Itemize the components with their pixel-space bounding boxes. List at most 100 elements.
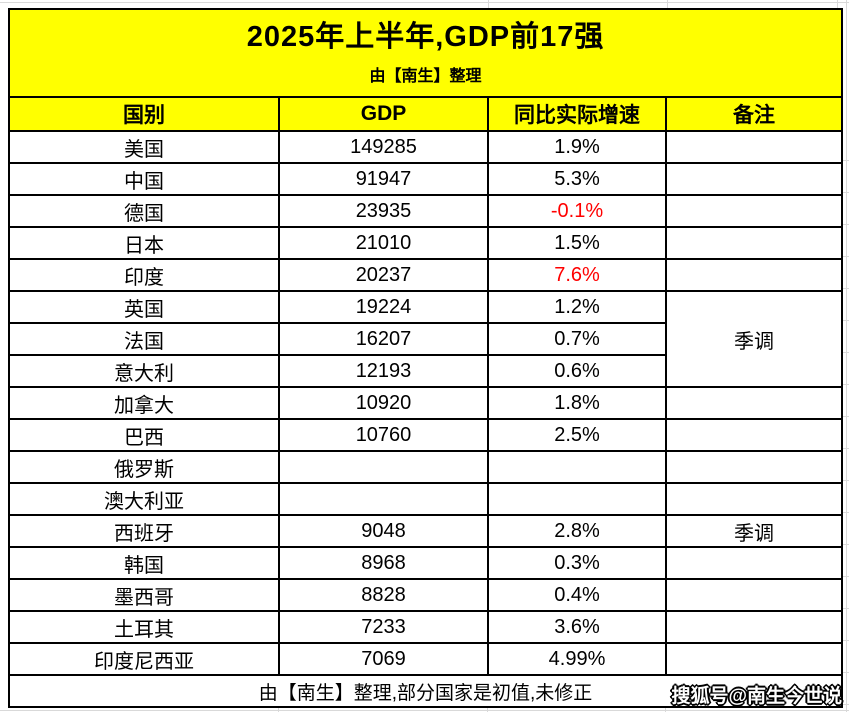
gdp-cell: 9048: [278, 514, 489, 548]
gdp-cell: 7233: [278, 610, 489, 644]
gdp-cell: 12193: [278, 354, 489, 388]
table-row: 印度尼西亚 7069 4.99%: [8, 642, 844, 676]
gdp-cell: 21010: [278, 226, 489, 260]
note-cell: [664, 546, 844, 580]
growth-cell: [487, 482, 667, 516]
table-row: 法国 16207 0.7%: [8, 322, 842, 356]
country-cell: 韩国: [8, 546, 280, 580]
gdp-cell: 10760: [278, 418, 489, 452]
spreadsheet-gridline: [841, 129, 849, 707]
gdp-cell: 8828: [278, 578, 489, 612]
spreadsheet-gridline: [0, 710, 849, 711]
note-cell: [664, 386, 844, 420]
note-cell: [664, 194, 844, 228]
spreadsheet-gridline: [0, 2, 849, 3]
country-cell: 印度尼西亚: [8, 642, 280, 676]
country-cell: 美国: [8, 130, 280, 164]
country-cell: 中国: [8, 162, 280, 196]
page-subtitle: 由【南生】整理: [369, 67, 482, 85]
country-cell: 俄罗斯: [8, 450, 280, 484]
country-cell: 加拿大: [8, 386, 280, 420]
table-row: 加拿大 10920 1.8%: [8, 386, 844, 420]
watermark: 搜狐号@南生今世说: [671, 686, 842, 707]
gdp-ranking-table: 2025年上半年,GDP前17强 由【南生】整理 国别 GDP 同比实际增速 备…: [7, 8, 844, 708]
gdp-cell: [278, 450, 489, 484]
country-cell: 澳大利亚: [8, 482, 280, 516]
gdp-cell: [278, 482, 489, 516]
gdp-cell: 20237: [278, 258, 489, 292]
table-row: 墨西哥 8828 0.4%: [8, 578, 844, 612]
spreadsheet-gridline: [837, 0, 838, 8]
note-cell: 季调: [664, 290, 844, 388]
note-cell: [664, 258, 844, 292]
table-row: 英国 19224 1.2% 季调: [8, 290, 844, 388]
country-cell: 日本: [8, 226, 280, 260]
note-cell: [664, 642, 844, 676]
column-header-country: 国别: [8, 96, 280, 132]
note-cell: [664, 418, 844, 452]
table-body: 美国 149285 1.9% 中国 91947 5.3% 德国 23935 -0.1% 日本 210…: [8, 130, 844, 676]
title-cell: 2025年上半年,GDP前17强 由【南生】整理: [7, 8, 844, 98]
table-row: 德国 23935 -0.1%: [8, 194, 844, 228]
table-row: 西班牙 9048 2.8% 季调: [8, 514, 844, 548]
gdp-cell: 23935: [278, 194, 489, 228]
table-row: 日本 21010 1.5%: [8, 226, 844, 260]
gdp-cell: 19224: [278, 290, 489, 324]
growth-cell: 2.8%: [487, 514, 667, 548]
gdp-cell: 10920: [278, 386, 489, 420]
country-cell: 土耳其: [8, 610, 280, 644]
growth-cell: 0.6%: [487, 354, 667, 388]
country-cell: 德国: [8, 194, 280, 228]
growth-cell: 1.8%: [487, 386, 667, 420]
growth-cell: 5.3%: [487, 162, 667, 196]
growth-cell: -0.1%: [487, 194, 667, 228]
growth-cell: 2.5%: [487, 418, 667, 452]
country-cell: 巴西: [8, 418, 280, 452]
table-row: 意大利 12193 0.6%: [8, 354, 842, 388]
footer-note: 由【南生】整理,部分国家是初值,未修正: [7, 674, 844, 708]
note-cell: [664, 610, 844, 644]
column-header-note: 备注: [664, 96, 844, 132]
table-row: 澳大利亚: [8, 482, 844, 516]
growth-cell: 4.99%: [487, 642, 667, 676]
country-cell: 印度: [8, 258, 280, 292]
page-title: 2025年上半年,GDP前17强: [246, 21, 605, 54]
spreadsheet-gridline: [278, 706, 279, 712]
title-row: 2025年上半年,GDP前17强 由【南生】整理: [7, 8, 844, 98]
column-header-gdp: GDP: [278, 96, 489, 132]
gdp-cell: 16207: [278, 322, 489, 356]
note-cell: [664, 578, 844, 612]
country-cell: 意大利: [8, 354, 280, 388]
country-cell: 英国: [8, 290, 280, 324]
table-row: 印度 20237 7.6%: [8, 258, 844, 292]
column-header-row: 国别 GDP 同比实际增速 备注: [8, 96, 844, 132]
growth-cell: [487, 450, 667, 484]
spreadsheet-gridline: [667, 0, 668, 8]
gdp-cell: 7069: [278, 642, 489, 676]
growth-cell: 0.7%: [487, 322, 667, 356]
growth-cell: 0.3%: [487, 546, 667, 580]
table-row: 俄罗斯: [8, 450, 844, 484]
growth-cell: 1.9%: [487, 130, 667, 164]
column-header-growth: 同比实际增速: [487, 96, 667, 132]
growth-cell: 7.6%: [487, 258, 667, 292]
footer-row: 由【南生】整理,部分国家是初值,未修正: [7, 674, 844, 708]
spreadsheet-gridline: [488, 0, 489, 8]
gdp-cell: 91947: [278, 162, 489, 196]
note-cell: [664, 130, 844, 164]
growth-cell: 0.4%: [487, 578, 667, 612]
note-cell: 季调: [664, 514, 844, 548]
table-row: 美国 149285 1.9%: [8, 130, 844, 164]
growth-cell: 3.6%: [487, 610, 667, 644]
gdp-cell: 8968: [278, 546, 489, 580]
growth-cell: 1.5%: [487, 226, 667, 260]
table-row: 土耳其 7233 3.6%: [8, 610, 844, 644]
spreadsheet-gridline: [665, 706, 666, 712]
note-cell: [664, 482, 844, 516]
note-cell: [664, 450, 844, 484]
country-cell: 墨西哥: [8, 578, 280, 612]
gdp-cell: 149285: [278, 130, 489, 164]
table-row: 巴西 10760 2.5%: [8, 418, 844, 452]
growth-cell: 1.2%: [487, 290, 667, 324]
